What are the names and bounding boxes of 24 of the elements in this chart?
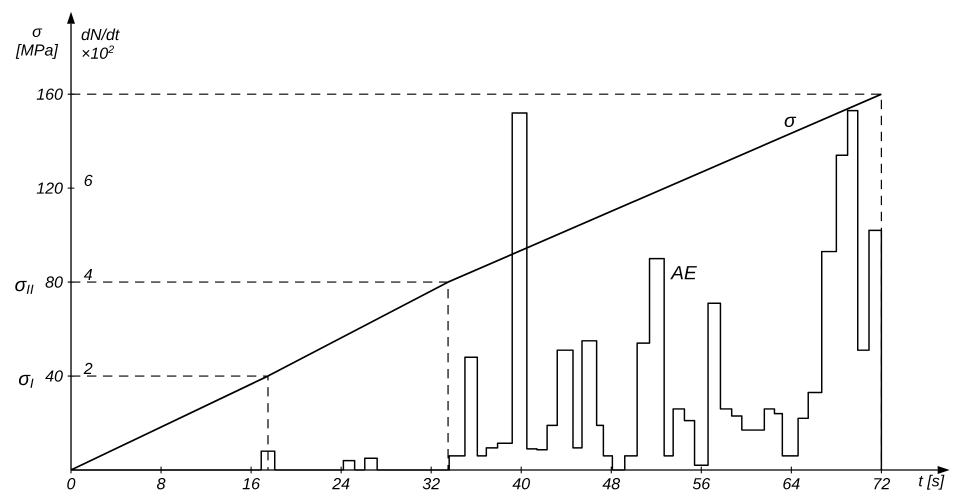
y2-tick-label: 2 xyxy=(84,362,92,374)
y2-tick-label: 6 xyxy=(84,174,93,186)
x-tick-label: 48 xyxy=(602,478,620,490)
series-label: σ xyxy=(784,116,796,128)
x-axis-title: t [s] xyxy=(919,474,944,490)
x-tick-label: 56 xyxy=(692,478,710,490)
x-tick-label: 24 xyxy=(332,478,350,490)
y2-tick-label: 4 xyxy=(84,269,92,280)
ref-line-label: σ$_{II}$ xyxy=(15,280,34,294)
x-tick-label: 32 xyxy=(422,478,440,490)
y2-axis-title: dN/dt ×10$^{2}$ xyxy=(82,28,120,59)
y-axis-title: σ [MPa] xyxy=(16,28,58,59)
x-tick-label: 40 xyxy=(512,478,530,490)
x-tick-label: 0 xyxy=(67,478,76,490)
x-tick-label: 64 xyxy=(783,478,800,490)
series-label: AE xyxy=(670,266,697,280)
x-tick-label: 8 xyxy=(157,478,166,490)
y-tick-label: 40 xyxy=(45,370,63,382)
y-tick-label: 80 xyxy=(46,276,63,288)
y-tick-label: 120 xyxy=(36,182,63,194)
x-tick-label: 16 xyxy=(242,478,260,490)
y-tick-label: 160 xyxy=(36,88,63,100)
ref-line-label: σ$_{I}$ xyxy=(18,374,34,388)
x-tick-label: 72 xyxy=(874,478,890,490)
